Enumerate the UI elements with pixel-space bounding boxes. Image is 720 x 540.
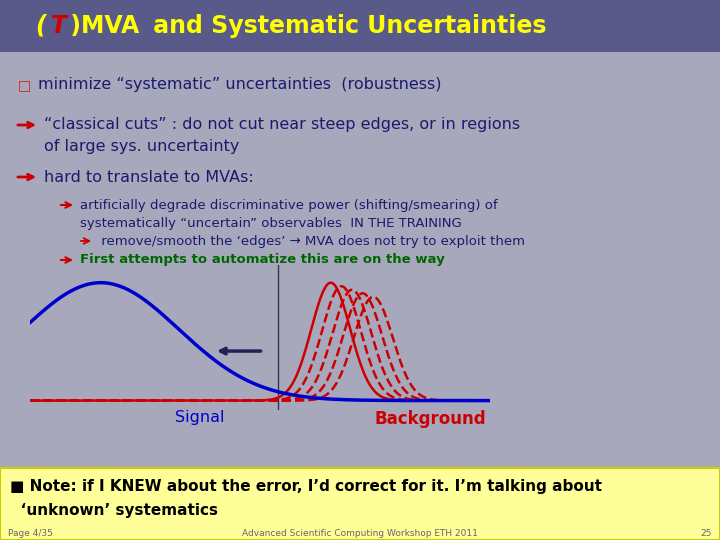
Text: T: T (51, 14, 67, 38)
Text: Signal: Signal (175, 410, 225, 425)
Text: of large sys. uncertainty: of large sys. uncertainty (44, 139, 239, 154)
Text: artificially degrade discriminative power (shifting/smearing) of: artificially degrade discriminative powe… (80, 199, 498, 212)
Text: (: ( (35, 14, 46, 38)
Text: )MVA: )MVA (62, 14, 139, 38)
Text: remove/smooth the ‘edges’ → MVA does not try to exploit them: remove/smooth the ‘edges’ → MVA does not… (97, 234, 525, 247)
Text: minimize “systematic” uncertainties  (robustness): minimize “systematic” uncertainties (rob… (38, 78, 441, 92)
Text: systematically “uncertain” observables  IN THE TRAINING: systematically “uncertain” observables I… (80, 217, 462, 230)
Text: Page 4/35: Page 4/35 (8, 530, 53, 538)
Text: and Systematic Uncertainties: and Systematic Uncertainties (145, 14, 546, 38)
Bar (0, 0, 720, 52)
Text: ■ Note: if I KNEW about the error, I’d correct for it. I’m talking about: ■ Note: if I KNEW about the error, I’d c… (10, 480, 602, 495)
Text: hard to translate to MVAs:: hard to translate to MVAs: (44, 170, 253, 185)
Text: ‘unknown’ systematics: ‘unknown’ systematics (10, 503, 218, 517)
Text: “classical cuts” : do not cut near steep edges, or in regions: “classical cuts” : do not cut near steep… (44, 118, 520, 132)
Text: Advanced Scientific Computing Workshop ETH 2011: Advanced Scientific Computing Workshop E… (242, 530, 478, 538)
Bar (0, 468, 720, 540)
Text: 25: 25 (701, 530, 712, 538)
Text: Background: Background (374, 410, 486, 428)
Text: First attempts to automatize this are on the way: First attempts to automatize this are on… (80, 253, 445, 267)
Text: □: □ (18, 78, 31, 92)
